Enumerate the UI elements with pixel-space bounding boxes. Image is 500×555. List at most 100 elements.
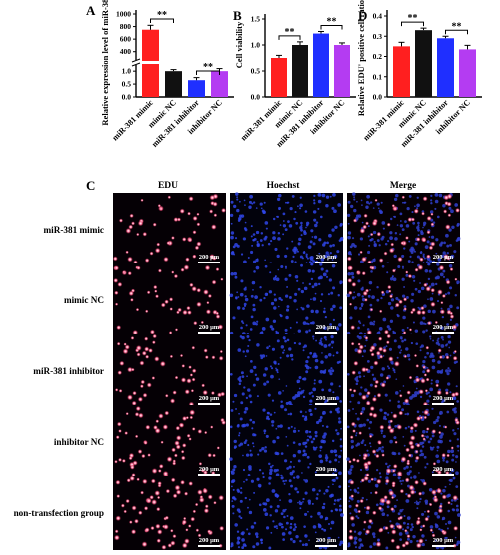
scale-bar <box>198 545 220 547</box>
y-axis-label: Relative expression level of miR-381 <box>100 0 110 126</box>
tick-label-y-2: 1.0 <box>251 41 261 50</box>
tick-label-y-3: 1.5 <box>251 15 261 24</box>
scale-bar-label: 200 μm <box>199 395 220 402</box>
significance-label-0: ** <box>285 27 295 38</box>
axis-break-mark <box>131 58 141 63</box>
bar-1 <box>292 45 308 97</box>
tick-label-y-1: 0.1 <box>373 72 383 81</box>
tick-label-y-0: 400 <box>120 47 132 56</box>
panel-label: B <box>233 8 242 23</box>
tick-label-y-3: 1000 <box>116 10 131 19</box>
scale-bar <box>432 474 454 476</box>
micrograph-edu-4: 200 μm <box>113 475 226 550</box>
axis-break-gap <box>132 60 140 65</box>
scale-bar <box>315 474 337 476</box>
bar-0 <box>393 46 410 97</box>
panel-label: D <box>358 8 367 23</box>
bar-2 <box>188 80 205 97</box>
scale-bar <box>198 403 220 405</box>
row-label-4: non-transfection group <box>14 508 104 518</box>
scale-bar-label: 200 μm <box>199 324 220 331</box>
row-label-1: mimic NC <box>64 295 104 305</box>
bar-3 <box>334 45 350 97</box>
micrograph-panel: C EDU Hoechst Merge miR-381 mimic 200 μm 200 μ… <box>14 178 461 550</box>
significance-bracket-0 <box>401 21 424 27</box>
significance-label-0: ** <box>408 13 418 24</box>
micrograph-edu-2: 200 μm <box>113 333 226 408</box>
significance-bracket-1 <box>445 29 468 35</box>
scale-bar-label: 200 μm <box>433 537 454 544</box>
y-axis-label: Relative EDU' positive cell ratio <box>356 0 366 116</box>
scale-bar-label: 200 μm <box>433 395 454 402</box>
micrograph-hoechst-3: 200 μm <box>229 404 343 479</box>
micrograph-background <box>230 476 343 550</box>
tick-label-y-2: 0.2 <box>373 52 383 61</box>
tick-label-y-1: 0.5 <box>122 80 132 89</box>
panel-label: A <box>86 3 96 18</box>
bar-break-gap <box>142 61 159 64</box>
significance-label-0: ** <box>157 10 167 21</box>
y-axis-label: Cell viability <box>234 21 244 68</box>
scale-bar-label: 200 μm <box>199 254 220 261</box>
tick-label-y-3: 0.3 <box>373 32 383 41</box>
axis-break-mark <box>131 62 141 67</box>
micrograph-merge-2: 200 μm <box>346 333 460 408</box>
row-label-3: inhibitor NC <box>54 437 104 447</box>
tick-label-y-4: 0.4 <box>373 12 383 21</box>
micrograph-edu-3: 200 μm <box>113 405 227 480</box>
micrograph-background <box>113 193 226 267</box>
scale-bar-label: 200 μm <box>316 395 337 402</box>
bar-0 <box>271 58 287 97</box>
column-header-2: Merge <box>390 181 416 191</box>
column-header-1: Hoechst <box>267 181 301 191</box>
tick-label-y-2: 1.0 <box>122 67 132 76</box>
scale-bar-label: 200 μm <box>316 537 337 544</box>
micrograph-edu-1: 200 μm <box>113 263 226 337</box>
bar-1 <box>165 71 182 97</box>
significance-label-1: ** <box>327 16 337 27</box>
micrograph-hoechst-0: 200 μm <box>230 192 344 268</box>
bar-3 <box>211 71 228 97</box>
tick-label-y-0: 0.0 <box>373 93 383 102</box>
bar-2 <box>437 38 454 97</box>
scale-bar <box>432 403 454 405</box>
panel-label: C <box>86 178 95 193</box>
micrograph-hoechst-2: 200 μm <box>229 334 343 408</box>
tick-label-y-1: 0.5 <box>251 67 261 76</box>
scale-bar <box>432 332 454 334</box>
scale-bar <box>315 403 337 405</box>
bar-3 <box>459 49 476 97</box>
scale-bar <box>315 332 337 334</box>
significance-bracket-0 <box>278 35 301 40</box>
column-header-0: EDU <box>158 181 178 191</box>
scale-bar-label: 200 μm <box>433 466 454 473</box>
scale-bar-label: 200 μm <box>316 466 337 473</box>
scale-bar-label: 200 μm <box>316 324 337 331</box>
row-label-2: miR-381 inhibitor <box>33 366 104 376</box>
micrograph-edu-0: 200 μm <box>112 193 227 268</box>
scale-bar <box>432 545 454 547</box>
significance-label-1: ** <box>452 21 462 32</box>
bar-2 <box>313 33 329 97</box>
micrograph-merge-1: 200 μm <box>346 262 460 338</box>
tick-label-y-0: 0.0 <box>122 93 132 102</box>
scale-bar-label: 200 μm <box>316 254 337 261</box>
scale-bar <box>315 545 337 547</box>
scale-bar-label: 200 μm <box>433 324 454 331</box>
tick-label-y-2: 800 <box>120 22 132 31</box>
micrograph-merge-0: 200 μm <box>346 192 461 268</box>
micrograph-merge-4: 200 μm <box>347 475 461 550</box>
significance-label-1: ** <box>203 62 213 73</box>
scale-bar <box>198 474 220 476</box>
significance-bracket-1 <box>196 70 220 75</box>
scale-bar-label: 200 μm <box>199 537 220 544</box>
scale-bar-label: 200 μm <box>199 466 220 473</box>
bar-1 <box>415 30 432 97</box>
tick-label-y-0: 0.0 <box>251 93 261 102</box>
